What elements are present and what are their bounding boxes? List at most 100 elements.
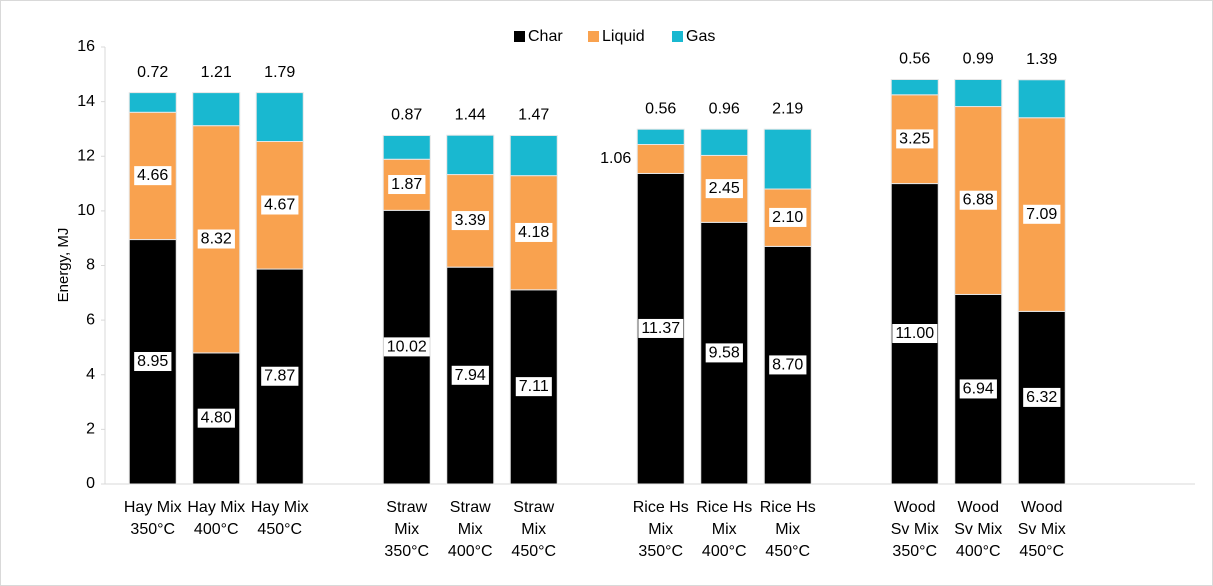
data-label-group: 2.19: [769, 99, 807, 119]
data-label-bg: [638, 318, 684, 338]
data-label-group: 0.87: [388, 105, 426, 125]
data-label-group: 1.79: [261, 62, 299, 82]
data-label-bg: [515, 222, 553, 242]
data-label-bg: [892, 324, 938, 344]
x-tick-label: Hay Mix 450°C: [251, 499, 309, 538]
data-label: 1.06: [600, 150, 631, 167]
y-tick-label: 8: [86, 257, 95, 274]
data-label: 9.58: [709, 344, 740, 361]
bar-segment: [128, 92, 177, 113]
data-label-group: 11.00: [892, 324, 938, 344]
data-label-bg: [1023, 49, 1061, 70]
data-label: 8.32: [201, 230, 232, 247]
data-label-bg: [705, 99, 743, 119]
bar-segment: [1017, 79, 1066, 119]
data-label: 1.47: [518, 107, 549, 124]
legend-label: Gas: [686, 28, 715, 45]
data-label: 0.99: [963, 51, 994, 68]
bar-segment: [954, 79, 1003, 108]
legend-swatch: [514, 31, 525, 42]
data-label-bg: [705, 343, 743, 363]
data-label: 1.39: [1026, 51, 1057, 68]
data-label-group: 1.39: [1023, 49, 1061, 70]
data-label: 0.72: [137, 64, 168, 81]
data-label-group: 2.45: [705, 179, 743, 199]
data-label-bg: [388, 175, 426, 195]
x-tick-label: Straw Mix 350°C: [384, 499, 429, 560]
x-tick-label: Wood Sv Mix 400°C: [954, 499, 1002, 560]
data-label-group: 7.09: [1023, 204, 1061, 224]
data-label: 7.94: [455, 367, 486, 384]
data-label-bg: [769, 355, 807, 375]
bar-segment: [636, 144, 685, 174]
data-label-bg: [261, 62, 299, 82]
data-label: 6.94: [963, 380, 994, 397]
data-label: 10.02: [387, 338, 427, 355]
data-label-group: 0.96: [705, 99, 743, 119]
data-label-group: 4.67: [261, 195, 299, 215]
data-label: 6.32: [1026, 389, 1057, 406]
y-tick-label: 4: [86, 366, 95, 383]
data-label-group: 6.94: [959, 379, 997, 399]
bar-segment: [763, 128, 812, 190]
data-label: 7.87: [264, 368, 295, 385]
data-label-bg: [383, 337, 430, 357]
legend-label: Liquid: [602, 28, 645, 45]
data-label: 0.56: [645, 100, 676, 117]
y-tick-label: 14: [77, 93, 95, 110]
data-label: 1.87: [391, 176, 422, 193]
x-tick-label: Rice Hs Mix 450°C: [760, 499, 816, 560]
data-label-group: 7.94: [451, 365, 489, 385]
data-label-group: 8.95: [134, 351, 172, 372]
data-label: 2.45: [709, 180, 740, 197]
data-label-bg: [451, 365, 489, 385]
data-label-bg: [769, 99, 807, 119]
bar-segment: [255, 92, 304, 143]
bar-segment: [192, 92, 241, 127]
data-label: 1.79: [264, 64, 295, 81]
data-label-group: 7.11: [515, 377, 552, 397]
data-label: 11.00: [895, 325, 934, 342]
legend-label: Char: [528, 28, 563, 45]
data-label-group: 11.37: [638, 318, 684, 338]
data-label-bg: [451, 211, 489, 231]
data-label-bg: [197, 229, 235, 249]
data-label-group: 0.56: [896, 49, 934, 69]
data-label-group: 2.10: [769, 207, 807, 227]
data-label-group: 1.44: [451, 105, 489, 125]
data-label-bg: [261, 366, 299, 386]
x-tick-label: Rice Hs Mix 400°C: [696, 499, 752, 560]
data-label-group: 8.70: [769, 355, 807, 375]
x-tick-label: Hay Mix 400°C: [187, 499, 245, 538]
data-label-group: 0.72: [134, 62, 172, 82]
data-label: 2.19: [772, 100, 803, 117]
bar-segment: [636, 128, 685, 146]
data-label: 8.70: [772, 356, 803, 373]
data-label-bg: [959, 190, 997, 210]
y-tick-label: 12: [77, 147, 95, 164]
data-label-bg: [1023, 204, 1061, 224]
data-label-group: 0.56: [642, 99, 680, 119]
data-label-group: 3.39: [451, 211, 489, 231]
data-label-bg: [959, 49, 997, 69]
data-label-group: 9.58: [705, 343, 743, 363]
data-label: 2.10: [772, 209, 803, 226]
data-label: 6.88: [963, 192, 994, 209]
data-label-group: 1.47: [515, 105, 553, 125]
data-label-bg: [769, 207, 807, 227]
data-label-group: 3.25: [896, 129, 934, 149]
data-label-bg: [705, 179, 743, 199]
x-tick-label: Rice Hs Mix 350°C: [633, 499, 689, 560]
y-tick-label: 6: [86, 311, 95, 328]
data-label: 4.18: [518, 224, 549, 241]
data-label-group: 8.32: [197, 229, 235, 249]
data-label: 11.37: [641, 320, 680, 337]
data-label: 0.96: [709, 100, 740, 117]
data-label: 0.87: [391, 107, 422, 124]
data-label: 1.44: [455, 106, 486, 123]
data-label-bg: [388, 105, 426, 125]
data-label-bg: [134, 351, 172, 372]
data-label-bg: [134, 166, 172, 186]
y-tick-label: 16: [77, 38, 95, 55]
